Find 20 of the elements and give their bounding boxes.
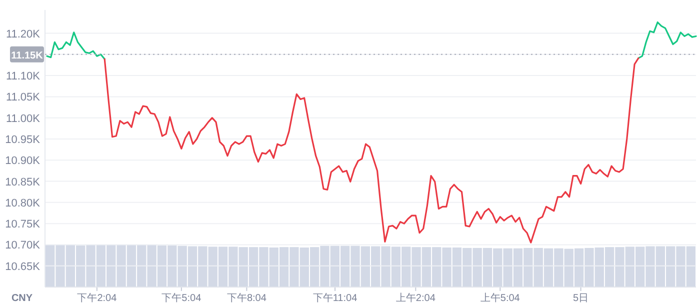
y-tick-label: 10.70K [5,240,41,252]
x-tick-label: 下午2:04 [77,292,118,304]
x-tick-label: 下午8:04 [226,292,267,304]
y-tick-label: 10.95K [5,134,41,146]
x-tick-label: 5日 [573,293,589,304]
x-tick-label: 上午5:04 [480,292,520,304]
y-tick-label: 10.80K [5,197,41,210]
y-tick-label: 10.85K [5,176,41,188]
y-tick-label: 10.75K [5,218,41,231]
ref-line-label: 11.15K [11,50,44,62]
y-tick-label: 10.65K [5,260,41,273]
y-tick-label: 11.10K [6,70,41,83]
y-tick-label: 11.05K [6,92,41,104]
y-tick-label: 11.00K [6,112,41,125]
x-tick-label: 下午11:04 [312,292,358,304]
x-tick-label: 下午5:04 [162,292,202,304]
text: CNY [11,293,33,304]
y-tick-label: 10.90K [5,155,41,168]
y-tick-label: 11.20K [6,28,41,40]
x-tick-label: 上午2:04 [396,292,436,304]
